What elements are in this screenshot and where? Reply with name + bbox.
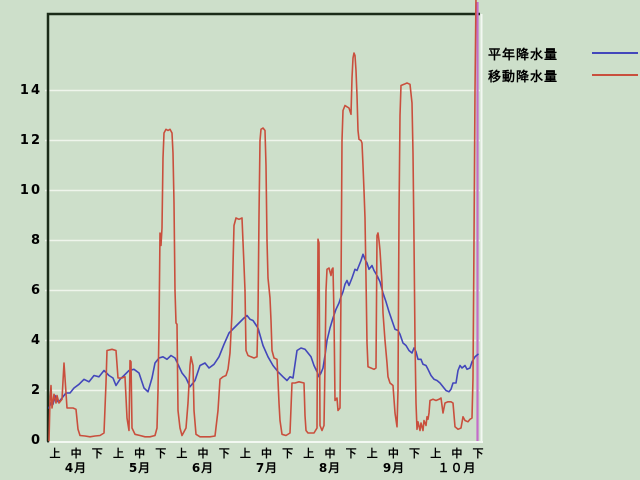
y-axis-label-10: 10 <box>19 182 42 198</box>
y-axis-label-8: 8 <box>30 232 42 248</box>
x-period-label-12: 上 <box>303 447 315 460</box>
x-period-label-11: 下 <box>282 447 294 460</box>
x-period-label-3: 上 <box>112 447 124 460</box>
y-axis-label-4: 4 <box>30 332 42 348</box>
legend-label-moving: 移動降水量 <box>488 69 559 85</box>
y-axis-label-14: 14 <box>19 82 42 98</box>
x-period-label-1: 中 <box>70 447 82 460</box>
x-period-label-16: 中 <box>387 447 399 460</box>
x-period-label-20: 下 <box>472 447 484 460</box>
series-line-moving <box>48 0 477 442</box>
x-month-label-7: 7月 <box>255 461 279 475</box>
legend-line-blue-icon <box>592 52 638 54</box>
plot-border-light <box>46 14 483 443</box>
y-axis-label-2: 2 <box>30 382 42 398</box>
x-period-label-19: 中 <box>451 447 463 460</box>
x-period-label-18: 上 <box>430 447 442 460</box>
x-month-label-9: 9月 <box>382 461 406 475</box>
legend-item-average: 平年降水量 <box>488 42 638 64</box>
x-month-label-8: 8月 <box>318 461 342 475</box>
x-period-label-15: 上 <box>366 447 378 460</box>
y-axis-label-12: 12 <box>19 132 42 148</box>
y-axis-label-6: 6 <box>30 282 42 298</box>
x-period-label-0: 上 <box>49 447 61 460</box>
chart-legend: 平年降水量 移動降水量 <box>488 42 638 86</box>
series-line-average <box>48 253 479 409</box>
x-period-label-2: 下 <box>91 447 103 460</box>
x-period-label-14: 下 <box>345 447 357 460</box>
legend-label-average: 平年降水量 <box>488 47 559 63</box>
x-period-label-10: 中 <box>261 447 272 460</box>
plot-border-dark <box>46 12 480 443</box>
x-period-label-6: 上 <box>176 447 188 460</box>
x-month-label-4: 4月 <box>64 461 88 475</box>
x-month-label-6: 6月 <box>191 461 215 475</box>
x-period-label-9: 上 <box>239 447 251 460</box>
x-month-label-10: １０月 <box>437 461 477 475</box>
legend-item-moving: 移動降水量 <box>488 64 638 86</box>
x-period-label-7: 中 <box>197 447 209 460</box>
x-period-label-17: 下 <box>409 447 421 460</box>
x-period-label-13: 中 <box>324 447 336 460</box>
y-axis-label-0: 0 <box>30 432 42 448</box>
x-period-label-8: 下 <box>218 447 230 460</box>
x-period-label-5: 下 <box>155 447 167 460</box>
x-month-label-5: 5月 <box>128 461 152 475</box>
legend-line-red-icon <box>592 74 638 76</box>
x-period-label-4: 中 <box>134 447 146 460</box>
